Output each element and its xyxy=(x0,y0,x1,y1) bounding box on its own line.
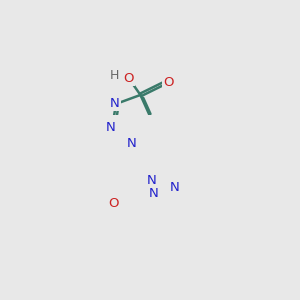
Text: N: N xyxy=(147,174,157,187)
Text: N: N xyxy=(148,187,158,200)
Text: O: O xyxy=(108,197,119,210)
Text: N: N xyxy=(110,97,119,110)
Text: N: N xyxy=(127,137,137,150)
Text: O: O xyxy=(163,76,174,89)
Text: O: O xyxy=(124,72,134,85)
Text: N: N xyxy=(170,181,180,194)
Text: H: H xyxy=(110,69,119,82)
Text: N: N xyxy=(106,121,116,134)
